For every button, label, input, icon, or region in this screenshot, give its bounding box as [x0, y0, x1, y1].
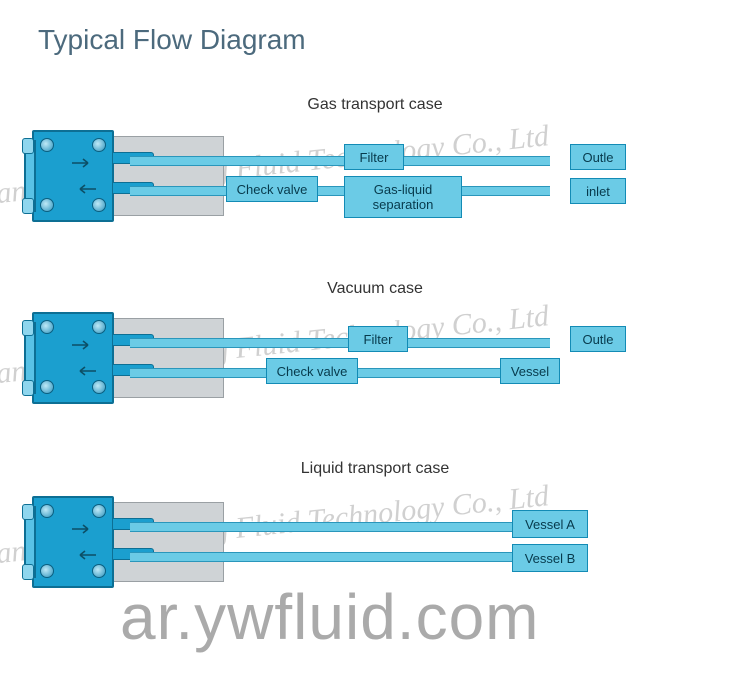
arrow-in-icon [72, 366, 96, 376]
arrow-in-icon [72, 184, 96, 194]
pipe [130, 522, 520, 532]
box-outlet: Outle [570, 326, 626, 352]
arrow-out-icon [72, 524, 96, 534]
page-title: Typical Flow Diagram [38, 24, 306, 56]
arrow-out-icon [72, 158, 96, 168]
screw-icon [92, 504, 106, 518]
box-outlet: Outle [570, 144, 626, 170]
pipe [130, 338, 550, 348]
box-check-valve: Check valve [266, 358, 358, 384]
screw-icon [40, 320, 54, 334]
screw-icon [92, 320, 106, 334]
box-inlet: inlet [570, 178, 626, 204]
box-vessel: Vessel [500, 358, 560, 384]
pump-gas [24, 126, 224, 226]
screw-icon [40, 564, 54, 578]
pipe [130, 186, 550, 196]
box-vessel-b: Vessel B [512, 544, 588, 572]
section-title-liquid: Liquid transport case [301, 460, 450, 478]
arrow-out-icon [72, 340, 96, 350]
pump-sidecap [24, 140, 36, 212]
box-check-valve: Check valve [226, 176, 318, 202]
pump-sidecap [24, 322, 36, 394]
screw-icon [40, 504, 54, 518]
pipe [130, 156, 550, 166]
pump-backplate [110, 502, 224, 582]
section-title-gas: Gas transport case [307, 96, 442, 114]
screw-icon [40, 198, 54, 212]
pump-backplate [110, 318, 224, 398]
pipe [130, 552, 520, 562]
pump-liquid [24, 492, 224, 592]
section-title-vacuum: Vacuum case [327, 280, 423, 298]
screw-icon [40, 380, 54, 394]
box-filter: Filter [348, 326, 408, 352]
pump-vacuum [24, 308, 224, 408]
box-gas-liquid-sep: Gas-liquid separation [344, 176, 462, 218]
screw-icon [92, 564, 106, 578]
box-filter: Filter [344, 144, 404, 170]
screw-icon [40, 138, 54, 152]
screw-icon [92, 380, 106, 394]
pump-sidecap [24, 506, 36, 578]
arrow-in-icon [72, 550, 96, 560]
pump-backplate [110, 136, 224, 216]
box-vessel-a: Vessel A [512, 510, 588, 538]
screw-icon [92, 138, 106, 152]
screw-icon [92, 198, 106, 212]
